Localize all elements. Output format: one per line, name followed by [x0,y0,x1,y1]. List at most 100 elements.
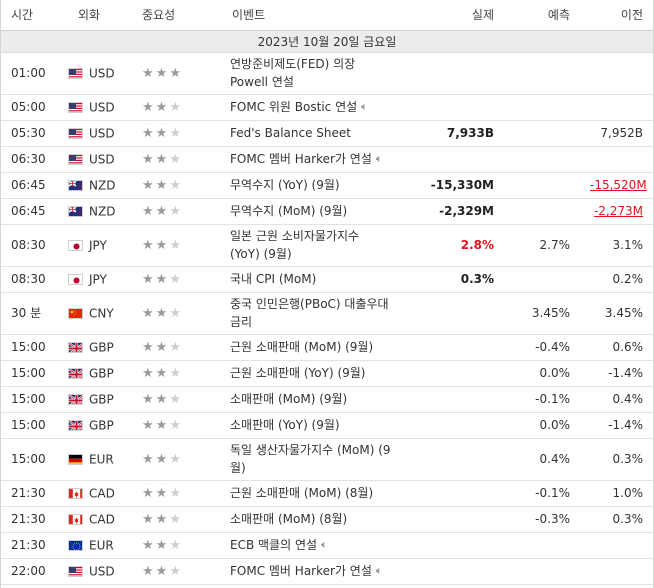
event-row[interactable]: 30 분 CNY ★★★ 중국 인민은행(PBoC) 대출우대 금리 3.45%… [1,292,653,335]
event-currency: GBP [68,412,132,439]
importance-stars: ★★★ [132,334,222,361]
event-forecast: 0.0% [504,412,580,439]
event-previous: 0.3% [580,438,653,481]
event-previous: -1.4% [580,412,653,439]
event-row[interactable]: 15:00 GBP ★★★ 근원 소매판매 (MoM) (9월) -0.4% 0… [1,334,653,361]
star-icon: ★ [155,485,170,501]
event-title-link[interactable]: 연방준비제도(FED) 의장 Powell 연설 [230,57,356,89]
event-title-link[interactable]: ECB 맥클의 연설 [230,537,318,552]
event-name[interactable]: 중국 인민은행(PBoC) 대출우대 금리 [222,292,402,335]
event-currency: EUR [68,438,132,481]
event-name[interactable]: 무역수지 (YoY) (9월) [222,172,402,199]
event-title-link[interactable]: FOMC 멤버 Harker가 연설 [230,563,372,578]
event-row[interactable]: 15:00 GBP ★★★ 근원 소매판매 (YoY) (9월) 0.0% -1… [1,360,653,387]
event-row[interactable]: 15:00 GBP ★★★ 소매판매 (YoY) (9월) 0.0% -1.4% [1,412,653,439]
event-title-link[interactable]: FOMC 멤버 Harker가 연설 [230,151,372,166]
event-row[interactable]: 06:45 NZD ★★★ 무역수지 (MoM) (9월) -2,329M -2… [1,198,653,225]
star-icon: ★ [142,451,156,467]
event-title-link[interactable]: 무역수지 (MoM) (9월) [230,204,348,218]
event-time: 15:00 [1,438,68,481]
event-row[interactable]: 21:30 EUR ★★★ ECB 맥클의 연설 🔈︎ [1,532,653,559]
col-previous[interactable]: 이전 [580,0,653,31]
event-title-link[interactable]: 근원 소매판매 (MoM) (8월) [230,486,374,500]
day-row: 2023년 10월 20일 금요일 [1,30,653,53]
event-title-link[interactable]: Fed's Balance Sheet [230,126,351,140]
event-name[interactable]: ECB 맥클의 연설 🔈︎ [222,532,402,559]
event-currency: USD [68,94,132,121]
col-time[interactable]: 시간 [1,0,68,31]
event-title-link[interactable]: 국내 CPI (MoM) [230,272,317,286]
event-row[interactable]: 08:30 JPY ★★★ 국내 CPI (MoM) 0.3% 0.2% [1,266,653,293]
star-icon: ★ [155,563,170,579]
event-title-link[interactable]: 소매판매 (YoY) (9월) [230,418,340,432]
col-actual[interactable]: 실제 [402,0,504,31]
star-icon: ★ [169,125,183,141]
event-name[interactable]: 소매판매 (MoM) (8월) [222,506,402,533]
col-importance[interactable]: 중요성 [132,0,222,31]
event-previous: 0.2% [580,266,653,293]
event-name[interactable]: 국내 CPI (MoM) [222,266,402,293]
actual-value: 0.3% [460,272,494,286]
event-name[interactable]: 일본 근원 소비자물가지수 (YoY) (9월) [222,224,402,267]
speaker-icon: 🔈︎ [361,100,368,114]
col-forecast[interactable]: 예측 [504,0,580,31]
gb-flag-icon [68,419,83,431]
star-icon: ★ [155,203,170,219]
event-name[interactable]: 무역수지 (MoM) (9월) [222,198,402,225]
event-name[interactable]: FOMC 위원 Bostic 연설 🔈︎ [222,94,402,121]
currency-code: GBP [89,340,114,355]
event-row[interactable]: 21:30 CAD ★★★ 소매판매 (MoM) (8월) -0.3% 0.3% [1,506,653,533]
event-name[interactable]: 근원 소매판매 (YoY) (9월) [222,360,402,387]
event-name[interactable]: Fed's Balance Sheet [222,120,402,147]
event-row[interactable]: 21:30 CAD ★★★ 근원 소매판매 (MoM) (8월) -0.1% 1… [1,480,653,507]
event-name[interactable]: FOMC 멤버 Harker가 연설 🔈︎ [222,146,402,173]
importance-stars: ★★★ [132,412,222,439]
us-flag-icon [68,153,83,165]
importance-stars: ★★★ [132,438,222,481]
event-name[interactable]: 독일 생산자물가지수 (MoM) (9월) [222,438,402,481]
event-title-link[interactable]: 중국 인민은행(PBoC) 대출우대 금리 [230,297,389,329]
event-name[interactable]: 연방준비제도(FED) 의장 Powell 연설 [222,52,402,95]
star-icon: ★ [142,563,156,579]
event-previous [580,146,653,173]
star-icon: ★ [155,417,170,433]
event-time: 06:45 [1,198,68,225]
event-row[interactable]: 01:00 USD ★★★ 연방준비제도(FED) 의장 Powell 연설 [1,52,653,95]
event-title-link[interactable]: 독일 생산자물가지수 (MoM) (9월) [230,443,391,475]
event-row[interactable]: 06:45 NZD ★★★ 무역수지 (YoY) (9월) -15,330M -… [1,172,653,199]
event-forecast [504,198,580,225]
importance-stars: ★★★ [132,266,222,293]
us-flag-icon [68,101,83,113]
event-name[interactable]: 소매판매 (MoM) (9월) [222,386,402,413]
col-event[interactable]: 이벤트 [222,0,402,31]
event-row[interactable]: 06:30 USD ★★★ FOMC 멤버 Harker가 연설 🔈︎ [1,146,653,173]
event-time: 06:30 [1,146,68,173]
event-name[interactable]: FOMC 멤버 Harker가 연설 🔈︎ [222,558,402,585]
day-label: 2023년 10월 20일 금요일 [1,30,653,53]
event-title-link[interactable]: 소매판매 (MoM) (9월) [230,392,348,406]
gb-flag-icon [68,367,83,379]
event-name[interactable]: 근원 소매판매 (MoM) (9월) [222,334,402,361]
event-currency: USD [68,120,132,147]
event-title-link[interactable]: FOMC 위원 Bostic 연설 [230,99,358,114]
event-row[interactable]: 08:30 JPY ★★★ 일본 근원 소비자물가지수 (YoY) (9월) 2… [1,224,653,267]
event-row[interactable]: 15:00 GBP ★★★ 소매판매 (MoM) (9월) -0.1% 0.4% [1,386,653,413]
event-row[interactable]: 15:00 EUR ★★★ 독일 생산자물가지수 (MoM) (9월) 0.4%… [1,438,653,481]
event-name[interactable]: 소매판매 (YoY) (9월) [222,412,402,439]
event-time: 22:00 [1,558,68,585]
event-title-link[interactable]: 소매판매 (MoM) (8월) [230,512,348,526]
event-previous: 7,952B [580,120,653,147]
event-row[interactable]: 22:00 USD ★★★ FOMC 멤버 Harker가 연설 🔈︎ [1,558,653,585]
event-title-link[interactable]: 일본 근원 소비자물가지수 (YoY) (9월) [230,229,360,261]
event-title-link[interactable]: 근원 소매판매 (MoM) (9월) [230,340,374,354]
currency-code: EUR [89,452,114,467]
event-row[interactable]: 05:30 USD ★★★ Fed's Balance Sheet 7,933B… [1,120,653,147]
event-name[interactable]: 근원 소매판매 (MoM) (8월) [222,480,402,507]
col-currency[interactable]: 외화 [68,0,132,31]
speaker-icon: 🔈︎ [375,152,383,166]
star-icon: ★ [155,451,170,467]
event-title-link[interactable]: 근원 소매판매 (YoY) (9월) [230,366,366,380]
event-row[interactable]: 05:00 USD ★★★ FOMC 위원 Bostic 연설 🔈︎ [1,94,653,121]
event-actual [402,558,504,585]
event-title-link[interactable]: 무역수지 (YoY) (9월) [230,178,340,192]
